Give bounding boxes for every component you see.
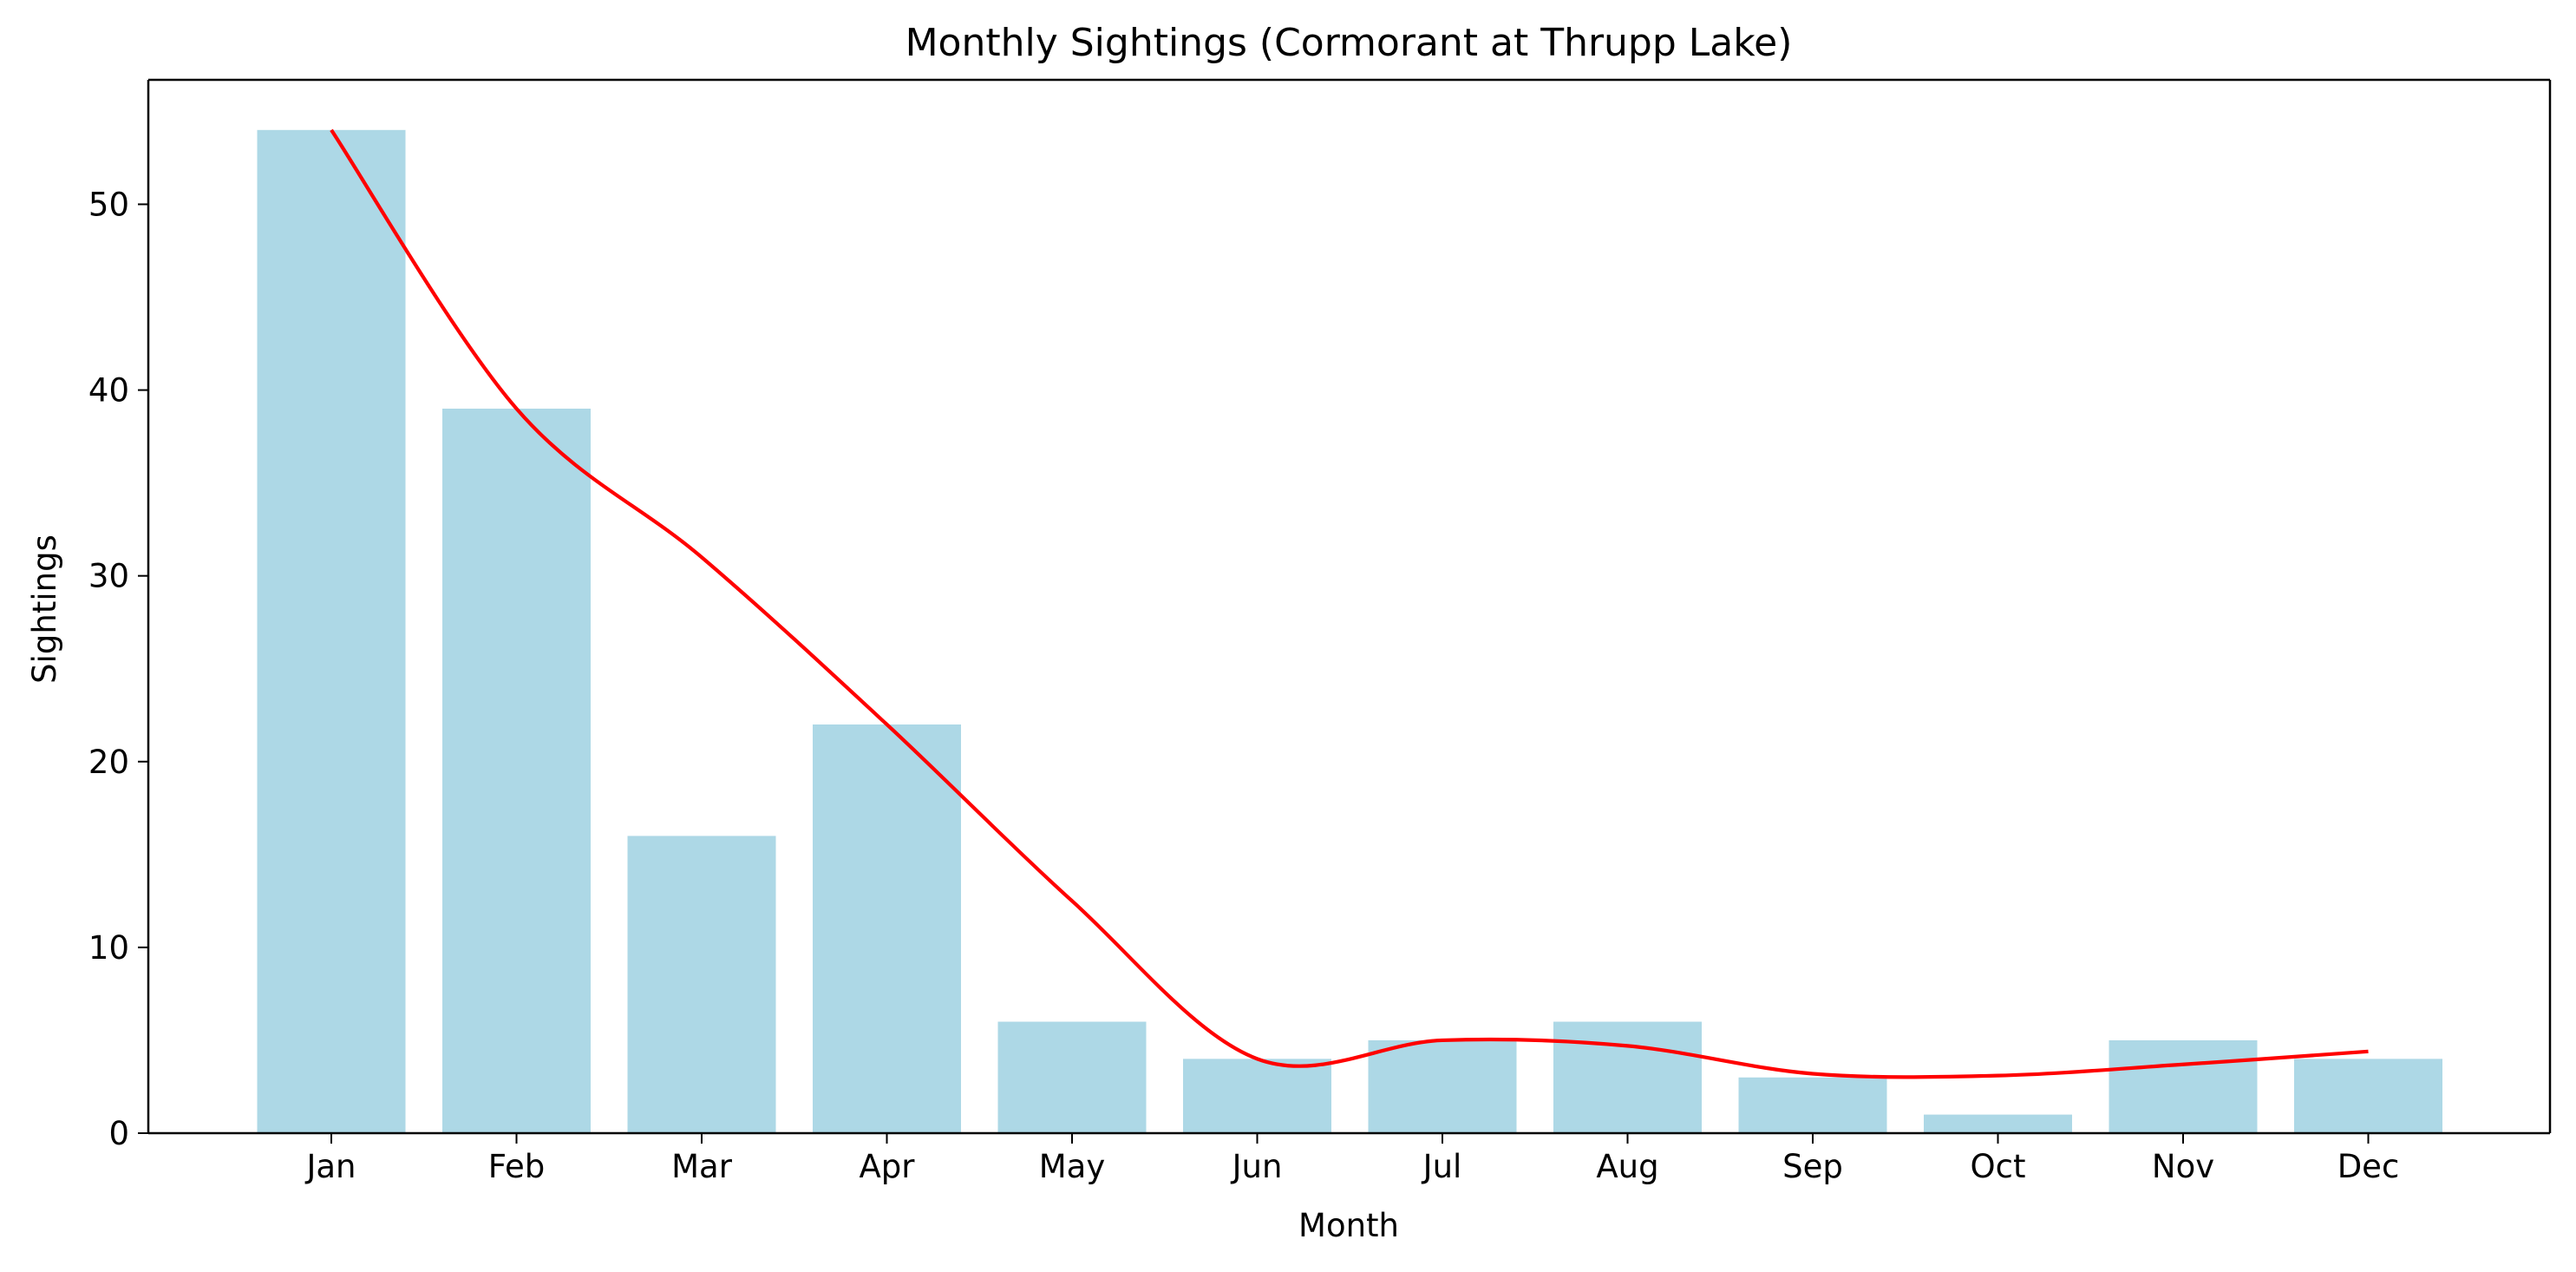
bar-feb bbox=[442, 408, 591, 1134]
axes-layer: 0 10 20 30 40 50 Jan Feb Mar Apr May Jun Jul Aug Sep Oc… bbox=[88, 78, 2552, 1185]
x-tick-label-jan: Jan bbox=[304, 1148, 356, 1185]
bars-layer bbox=[257, 129, 2442, 1134]
y-tick-label-40: 40 bbox=[88, 372, 129, 410]
x-tick-label-aug: Aug bbox=[1596, 1148, 1658, 1185]
bar-mar bbox=[627, 836, 776, 1133]
x-tick-label-jul: Jul bbox=[1422, 1148, 1462, 1185]
bar-apr bbox=[813, 724, 961, 1133]
y-axis-title: Sightings bbox=[26, 534, 63, 684]
chart-title: Monthly Sightings (Cormorant at Thrupp L… bbox=[906, 21, 1793, 65]
bar-nov bbox=[2109, 1039, 2258, 1133]
y-tick-label-0: 0 bbox=[108, 1115, 129, 1152]
x-axis-title: Month bbox=[1298, 1207, 1399, 1244]
bar-dec bbox=[2294, 1059, 2442, 1133]
bar-oct bbox=[1924, 1114, 2072, 1133]
y-tick-label-20: 20 bbox=[88, 744, 129, 781]
trend-line bbox=[330, 128, 2369, 1079]
y-tick-label-10: 10 bbox=[88, 929, 129, 967]
bar-jun bbox=[1183, 1059, 1331, 1133]
x-tick-label-mar: Mar bbox=[671, 1148, 733, 1185]
x-tick-label-dec: Dec bbox=[2337, 1148, 2400, 1185]
x-tick-label-feb: Feb bbox=[488, 1148, 546, 1185]
bar-jul bbox=[1368, 1039, 1517, 1133]
bar-jan bbox=[257, 129, 406, 1133]
x-tick-label-nov: Nov bbox=[2152, 1148, 2214, 1185]
y-tick-label-50: 50 bbox=[88, 186, 129, 223]
y-tick-label-30: 30 bbox=[88, 558, 129, 595]
x-tick-label-may: May bbox=[1039, 1148, 1106, 1185]
bar-aug bbox=[1553, 1021, 1702, 1133]
line-layer bbox=[330, 128, 2369, 1079]
x-tick-label-sep: Sep bbox=[1782, 1148, 1843, 1185]
bar-may bbox=[997, 1021, 1147, 1133]
x-tick-label-jun: Jun bbox=[1231, 1148, 1283, 1185]
x-tick-label-oct: Oct bbox=[1971, 1148, 2026, 1185]
x-tick-label-apr: Apr bbox=[859, 1148, 915, 1185]
bar-sep bbox=[1738, 1077, 1887, 1133]
